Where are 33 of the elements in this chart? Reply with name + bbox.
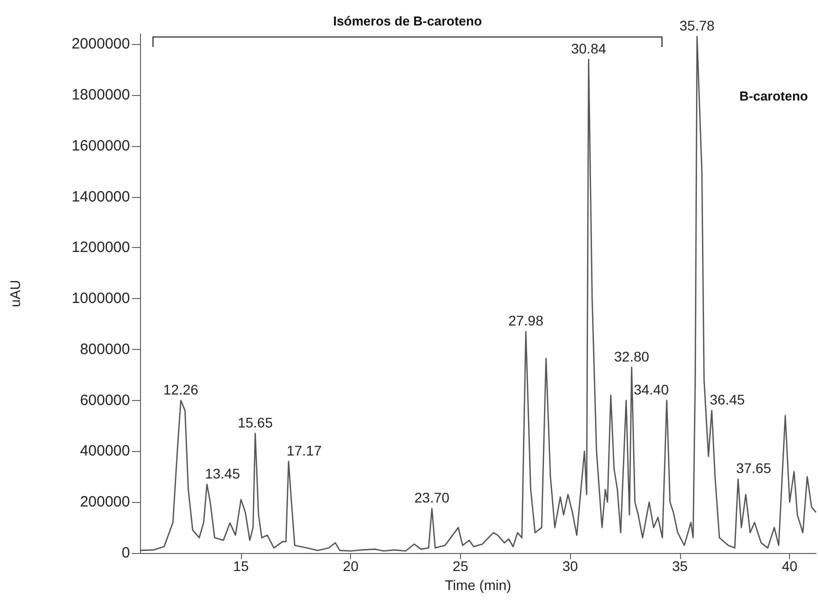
x-tick-label: 15	[233, 558, 249, 574]
x-tick-label: 20	[342, 558, 359, 574]
annotation: 34.40	[634, 381, 669, 398]
x-tick-label: 30	[562, 558, 578, 574]
y-tick-label: 1800000	[72, 86, 130, 104]
annotation: 13.45	[204, 465, 240, 482]
y-axis-title: uAU	[7, 280, 23, 308]
y-tick-label: 2000000	[72, 36, 130, 53]
x-axis-title: Time (min)	[444, 576, 512, 593]
annotation: B-caroteno	[739, 88, 808, 104]
y-tick-label: 600000	[80, 392, 130, 409]
annotation: 17.17	[286, 442, 322, 458]
y-tick-label: 1600000	[72, 137, 130, 154]
annotation: 30.84	[571, 40, 606, 56]
y-tick-label: 400000	[80, 442, 130, 460]
x-tick-label: 35	[672, 558, 688, 574]
annotation: 32.80	[614, 348, 650, 364]
y-tick-label: 1200000	[72, 239, 130, 256]
annotation: 15.65	[238, 414, 273, 430]
annotation: 27.98	[508, 312, 544, 329]
y-tick-label: 800000	[80, 340, 130, 358]
text: Isómeros de B-caroteno	[333, 14, 482, 28]
y-tick-label: 1400000	[72, 188, 130, 206]
y-tick-label: 1000000	[72, 290, 130, 308]
annotation: 23.70	[414, 489, 450, 506]
x-tick-label: 40	[782, 558, 798, 574]
annotation: 37.65	[736, 460, 772, 476]
y-tick-label: 200000	[80, 494, 130, 511]
x-tick-label: 25	[452, 558, 468, 574]
annotation: 35.78	[680, 18, 715, 34]
annotation: 36.45	[710, 392, 745, 408]
annotation: 12.26	[163, 381, 199, 398]
y-tick-label: 0	[122, 544, 130, 562]
